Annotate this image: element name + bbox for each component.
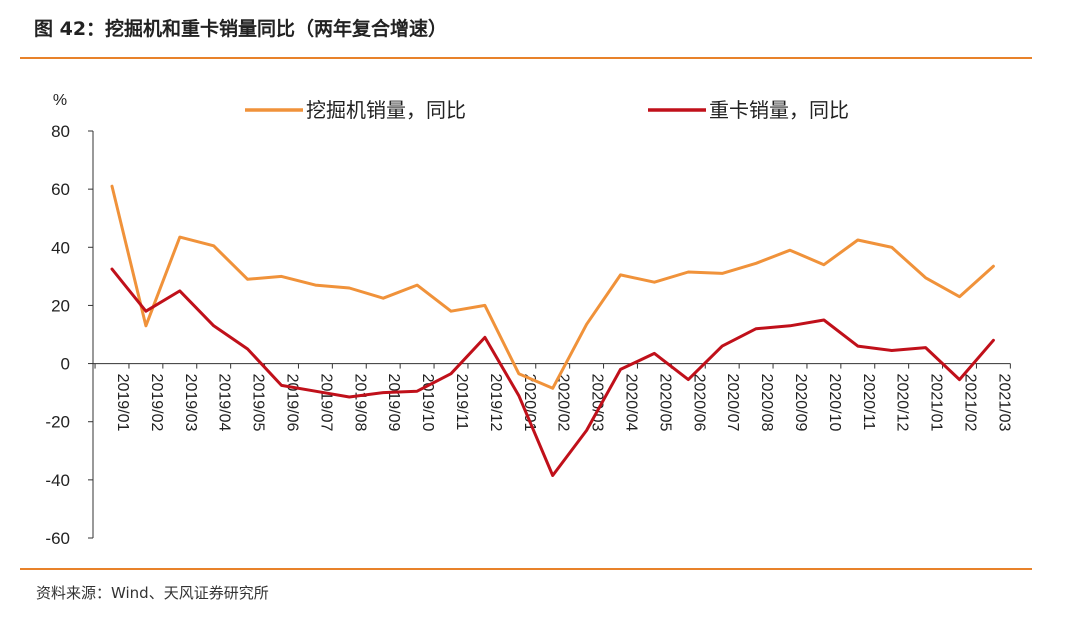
series-lines [110,184,995,477]
x-tick-label: 2019/12 [487,374,504,432]
x-tick-label: 2020/08 [758,374,775,432]
x-tick-label: 2019/02 [148,374,165,432]
x-tick-label: 2020/02 [555,374,572,432]
x-tick-label: 2020/12 [894,374,911,432]
truck-series-line [110,267,995,477]
x-tick-labels: 2019/01 2019/02 2019/03 2019/04 2019/05 2019/… [114,374,1012,432]
y-tick-label: -60 [45,529,70,548]
x-tick-label: 2019/08 [351,374,368,432]
y-tick-label: -40 [45,471,70,490]
x-tick-label: 2020/05 [656,374,673,432]
x-tick-label: 2021/01 [928,374,945,432]
y-tick-label: 0 [61,355,70,374]
excavator-series-line [110,184,995,390]
x-tick-label: 2020/11 [860,374,877,431]
line-chart: 80 60 40 20 0 -20 -40 -60 2019/01 2019/02 2019/03… [45,92,1012,548]
chart-axes [88,130,1011,539]
x-tick-label: 2019/04 [216,374,233,432]
footer-divider [20,568,1032,570]
x-tick-label: 2021/02 [962,374,979,432]
source-note: 资料来源：Wind、天风证券研究所 [36,584,269,602]
legend-label-truck: 重卡销量，同比 [709,98,849,122]
x-tick-label: 2020/07 [724,374,741,432]
chart-title: 图 42：挖掘机和重卡销量同比（两年复合增速） [34,18,448,40]
x-tick-label: 2019/03 [182,374,199,432]
x-tick-label: 2020/10 [826,374,843,432]
x-tick-label: 2019/07 [317,374,334,432]
x-tick-label: 2019/05 [250,374,267,432]
x-tick-label: 2019/09 [385,374,402,432]
x-tick-label: 2020/09 [792,374,809,432]
x-tick-label: 2020/06 [690,374,707,432]
y-tick-label: -20 [45,413,70,432]
y-tick-label: 80 [51,122,70,141]
x-tick-label: 2021/03 [995,374,1012,432]
y-tick-labels: 80 60 40 20 0 -20 -40 -60 [45,122,70,548]
title-divider [20,57,1032,59]
x-tick-label: 2020/01 [521,374,538,432]
x-tick-label: 2019/11 [453,374,470,431]
y-tick-label: 60 [51,180,70,199]
legend-label-excavator: 挖掘机销量，同比 [306,98,466,122]
x-tick-label: 2020/04 [623,374,640,432]
y-axis-unit: % [53,92,67,109]
x-tick-label: 2019/06 [284,374,301,432]
y-tick-label: 40 [51,238,70,257]
x-tick-label: 2019/01 [114,374,131,432]
y-tick-label: 20 [51,296,70,315]
chart-legend: 挖掘机销量，同比 重卡销量，同比 [245,98,849,122]
